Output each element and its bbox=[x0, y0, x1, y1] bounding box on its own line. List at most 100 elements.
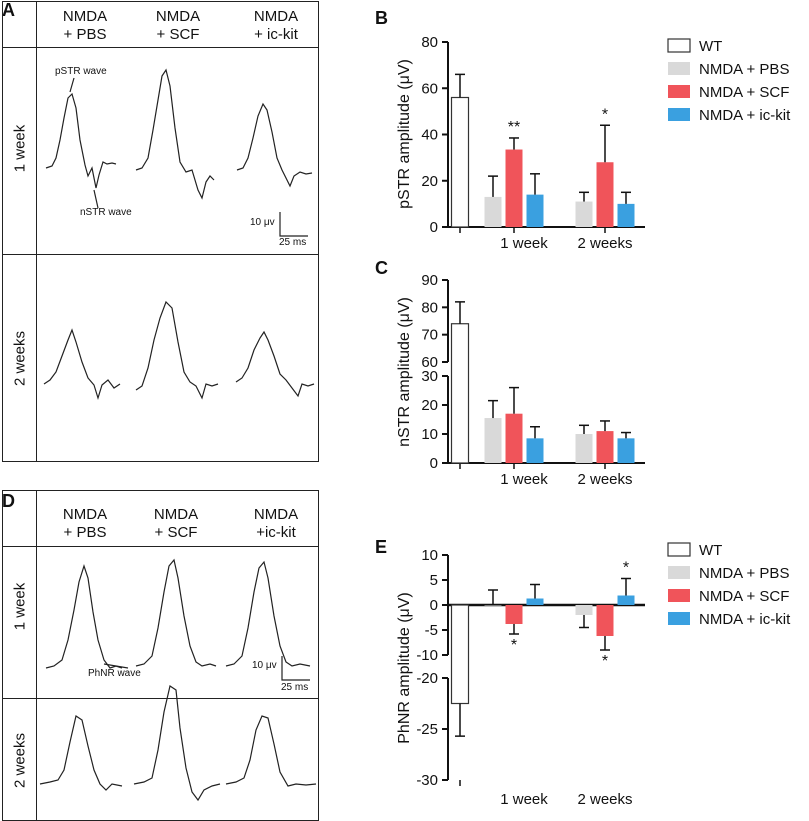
panel-a-col-pbs: NMDA + PBS bbox=[62, 8, 108, 43]
chart-c-ylabel: nSTR amplitude (μV) bbox=[396, 297, 413, 447]
chart-b-ytick-label-2: 40 bbox=[421, 127, 438, 144]
chart-b-ytick-label-3: 60 bbox=[421, 80, 438, 97]
panel-a-row-divider bbox=[2, 47, 319, 255]
panel-a-col-scf: NMDA + SCF bbox=[155, 8, 201, 43]
chart-c-ytick-label-3: 30 bbox=[421, 368, 438, 385]
panel-letter-e: E bbox=[375, 537, 388, 557]
panel-a-label-column bbox=[2, 1, 37, 462]
chart-e-ytick-label-5: 0 bbox=[430, 597, 438, 614]
legend-b-label-1: NMDA + PBS bbox=[699, 61, 789, 78]
nstr-pointer bbox=[93, 189, 99, 209]
panel-letter-c: C bbox=[375, 258, 388, 278]
chart-b-ytick-label-1: 20 bbox=[421, 173, 438, 190]
legend-e-swatch-1 bbox=[668, 566, 690, 579]
chart-e-bar-s2-g2 bbox=[596, 605, 614, 636]
panel-d-col-pbs: NMDA + PBS bbox=[62, 506, 108, 541]
chart-c-ytick-label-1: 10 bbox=[421, 426, 438, 443]
chart-b-sig-0: ** bbox=[508, 119, 520, 136]
chart-c-bar-s2-g2 bbox=[596, 431, 614, 463]
trace-a-2w-ickit bbox=[235, 330, 315, 398]
chart-b-bar-s1-g1 bbox=[484, 196, 502, 227]
panel-letter-d: D bbox=[2, 491, 15, 511]
chart-e-sig-2: * bbox=[623, 560, 629, 577]
chart-c-group-label-1: 1 week bbox=[500, 471, 548, 488]
trace-a-1w-scf bbox=[135, 68, 215, 200]
chart-c-ytick-label-6: 80 bbox=[421, 299, 438, 316]
chart-b-ytick-label-0: 0 bbox=[430, 219, 438, 236]
trace-d-1w-scf bbox=[135, 558, 217, 667]
panel-a-col-ickit: NMDA + ic-kit bbox=[253, 8, 299, 43]
chart-e-ytick-label-2: -20 bbox=[416, 670, 438, 687]
trace-a-1w-ickit bbox=[236, 102, 313, 188]
chart-c-ytick-label-0: 0 bbox=[430, 455, 438, 472]
chart-b-bar-s1-g2 bbox=[575, 201, 593, 227]
legend-e-label-2: NMDA + SCF bbox=[699, 588, 789, 605]
chart-e-bar-s1-g2 bbox=[575, 605, 593, 615]
chart-b-group-label-1: 1 week bbox=[500, 235, 548, 252]
chart-e-bar-s1-g1 bbox=[484, 605, 502, 606]
chart-c-ytick-label-7: 90 bbox=[421, 272, 438, 289]
chart-e-ytick-label-7: 10 bbox=[421, 547, 438, 564]
chart-b-bar-s2-g2 bbox=[596, 162, 614, 227]
panel-d-row-divider bbox=[2, 546, 319, 699]
panel-d-col-ickit: NMDA +ic-kit bbox=[253, 506, 299, 541]
legend-e-swatch-0 bbox=[667, 542, 691, 557]
chart-b-ytick-label-4: 80 bbox=[421, 34, 438, 51]
legend-e-label-1: NMDA + PBS bbox=[699, 565, 789, 582]
legend-b-swatch-0 bbox=[667, 38, 691, 53]
legend-e-label-0: WT bbox=[699, 542, 722, 559]
chart-c-bar-s1-g1 bbox=[484, 418, 502, 463]
legend-b-label-2: NMDA + SCF bbox=[699, 84, 789, 101]
panel-a-scale-amplitude: 10 μv bbox=[250, 217, 275, 228]
chart-e-ylabel: PhNR amplitude (μV) bbox=[396, 592, 413, 744]
phnr-wave-label: PhNR wave bbox=[88, 668, 141, 679]
legend-b-label-0: WT bbox=[699, 38, 722, 55]
legend-b-swatch-1 bbox=[668, 62, 690, 75]
trace-a-2w-pbs bbox=[43, 328, 121, 401]
chart-c-ytick-label-5: 70 bbox=[421, 327, 438, 344]
chart-b-bar-s3-g1 bbox=[526, 194, 544, 227]
chart-e-ytick-label-4: -5 bbox=[425, 622, 438, 639]
chart-e-bar-s3-g1 bbox=[526, 598, 544, 605]
chart-e-group-label-1: 1 week bbox=[500, 791, 548, 808]
chart-e-ytick-label-1: -25 bbox=[416, 721, 438, 738]
phnr-pointer bbox=[103, 663, 129, 669]
panel-letter-a: A bbox=[2, 0, 15, 20]
legend-e-label-3: NMDA + ic-kit bbox=[699, 611, 791, 628]
chart-c-group-label-2: 2 weeks bbox=[577, 471, 632, 488]
pstr-pointer bbox=[69, 77, 75, 93]
legend-e-swatch-2 bbox=[668, 589, 690, 602]
legend-b-swatch-2 bbox=[668, 85, 690, 98]
trace-d-1w-ickit bbox=[225, 560, 311, 667]
panel-d-col-scf: NMDA + SCF bbox=[153, 506, 199, 541]
chart-b-bar-s2-g1 bbox=[505, 149, 523, 227]
chart-b-bar-s0-g0 bbox=[450, 96, 470, 228]
chart-b-sig-1: * bbox=[602, 106, 608, 123]
chart-b-group-label-2: 2 weeks bbox=[577, 235, 632, 252]
chart-c-ytick-label-4: 60 bbox=[421, 354, 438, 371]
panel-d-scale-time: 25 ms bbox=[281, 682, 309, 693]
chart-e-sig-1: * bbox=[602, 653, 608, 670]
panel-letter-b: B bbox=[375, 8, 388, 28]
panel-d-scale-amplitude: 10 μv bbox=[252, 660, 277, 671]
chart-e-bar-s2-g1 bbox=[505, 605, 523, 624]
chart-c-bar-s3-g1 bbox=[526, 438, 544, 463]
panel-a-scale-time: 25 ms bbox=[279, 237, 307, 248]
trace-d-2w-pbs bbox=[39, 715, 123, 791]
chart-e-bar-s3-g2 bbox=[617, 595, 635, 605]
chart-e-sig-0: * bbox=[511, 637, 517, 654]
panel-d-label-column bbox=[2, 490, 37, 821]
chart-c-ytick-label-2: 20 bbox=[421, 397, 438, 414]
legend-b-label-3: NMDA + ic-kit bbox=[699, 107, 791, 124]
chart-b-bar-s3-g2 bbox=[617, 203, 635, 227]
trace-a-2w-scf bbox=[135, 300, 219, 400]
chart-e-ytick-label-6: 5 bbox=[430, 572, 438, 589]
chart-e-ytick-label-3: -10 bbox=[416, 647, 438, 664]
legend-b-swatch-3 bbox=[668, 108, 690, 121]
chart-b-ylabel: pSTR amplitude (μV) bbox=[396, 59, 413, 209]
trace-d-2w-scf bbox=[133, 685, 221, 802]
chart-e-group-label-2: 2 weeks bbox=[577, 791, 632, 808]
chart-c-bar-s3-g2 bbox=[617, 438, 635, 463]
